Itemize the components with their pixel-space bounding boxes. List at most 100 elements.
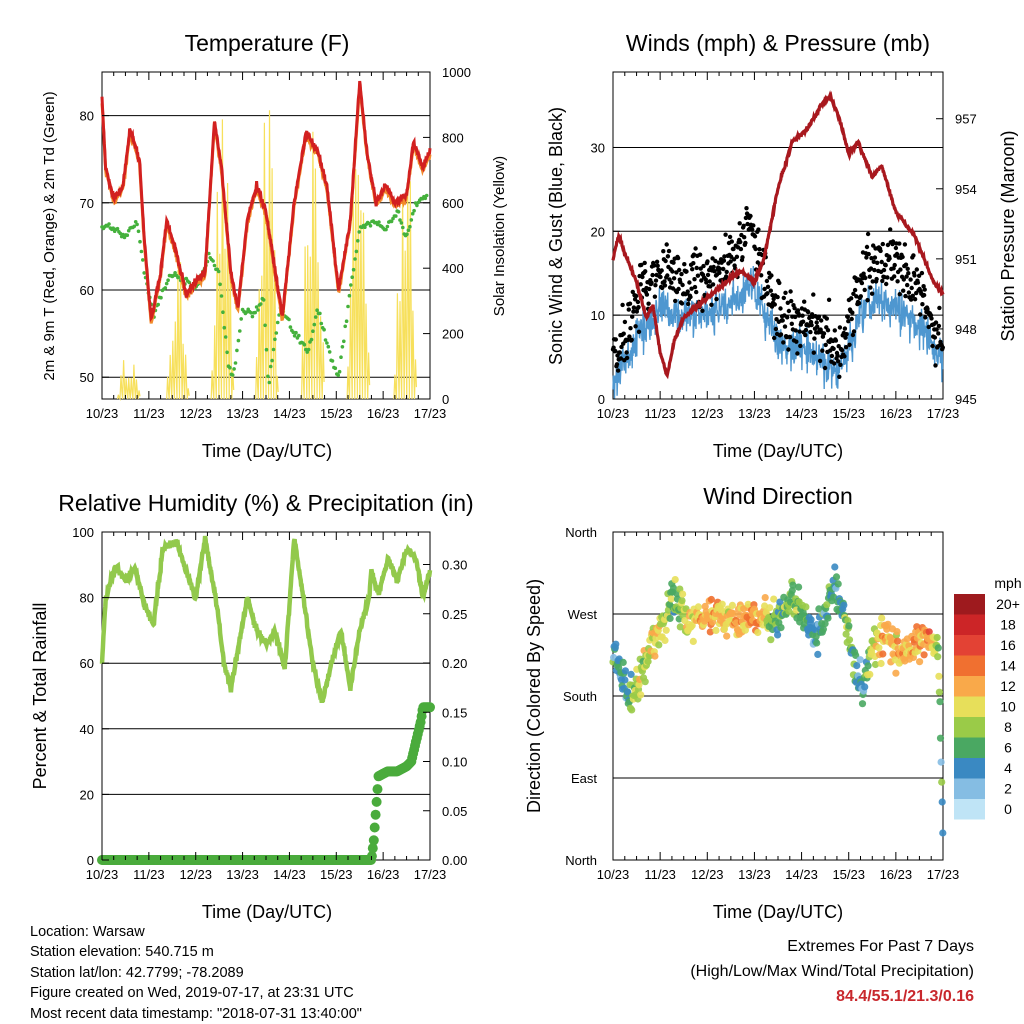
direction-point — [689, 637, 697, 646]
temperature-x-tick-label: 16/23 — [367, 406, 400, 421]
wind-gust-point — [880, 278, 885, 284]
wind-gust-point — [679, 301, 685, 306]
dewpoint-point — [141, 258, 145, 262]
wind-gust-point — [856, 301, 862, 306]
humidity-y-label: Percent & Total Rainfall — [30, 603, 50, 790]
extremes-title: Extremes For Past 7 Days — [787, 938, 974, 955]
legend-label: 18 — [1000, 617, 1016, 633]
dewpoint-point — [212, 263, 217, 268]
dewpoint-point — [218, 282, 222, 287]
direction-point — [624, 688, 632, 696]
direction-point — [814, 650, 822, 659]
wind-gust-point — [802, 299, 807, 304]
wind-gust-point — [894, 251, 900, 257]
dewpoint-point — [268, 364, 273, 369]
temperature-x-tick-label: 15/23 — [320, 406, 353, 421]
direction-point — [832, 573, 841, 581]
wind-gust-point — [704, 280, 709, 285]
dewpoint-point — [238, 329, 242, 333]
wind-gust-point — [687, 280, 692, 285]
humidity-y-tick-label: 60 — [80, 656, 94, 671]
direction-point — [651, 652, 659, 660]
dewpoint-point — [385, 224, 390, 229]
wind-gust-point — [710, 282, 716, 287]
direction-point — [925, 628, 933, 636]
winds-y2-tick-label: 951 — [955, 252, 977, 267]
extremes-values: 84.4/55.1/21.3/0.16 — [836, 988, 974, 1005]
wind-gust-point — [618, 356, 624, 361]
wind-gust-point — [820, 348, 825, 353]
direction-point — [920, 651, 928, 659]
wind-gust-point — [624, 350, 629, 355]
direction-point — [834, 580, 842, 588]
wind-gust-point — [897, 292, 902, 297]
direction-point — [823, 601, 831, 609]
wind-gust-point — [650, 272, 655, 278]
dewpoint-point — [408, 224, 412, 229]
wind-gust-point — [869, 256, 874, 261]
direction-point — [938, 778, 946, 786]
wind-gust-point — [686, 301, 691, 307]
direction-point — [938, 798, 946, 806]
wind-gust-point — [782, 324, 788, 329]
wind-gust-point — [912, 297, 918, 302]
wind-gust-point — [646, 301, 651, 306]
dewpoint-point — [306, 347, 311, 352]
winds-right-axis: 945 948 951 954 957 — [936, 112, 977, 407]
temperature-2m-line — [100, 80, 432, 323]
station-info: Location: Warsaw Station elevation: 540.… — [30, 922, 362, 1024]
wind-gust-point — [936, 331, 941, 336]
wind-gust-point — [783, 290, 788, 295]
wind-gust-point — [934, 327, 939, 332]
wind-gust-point — [769, 273, 774, 278]
wind-gust-point — [812, 336, 817, 341]
wind-gust-point — [832, 361, 837, 366]
dewpoint-point — [398, 218, 402, 222]
wind-gust-point — [633, 324, 638, 329]
wind-gust-point — [778, 332, 784, 337]
dewpoint-point — [107, 222, 111, 226]
dewpoint-point — [173, 271, 177, 275]
dewpoint-point — [377, 220, 381, 224]
humidity-x-tick-label: 11/23 — [133, 867, 165, 882]
elevation-text: Station elevation: 540.715 m — [30, 944, 214, 961]
direction-point — [866, 670, 874, 679]
wind-gust-point — [885, 275, 890, 280]
wind-gust-point — [905, 266, 910, 271]
wind-gust-point — [892, 262, 897, 268]
direction-x-axis: 10/23 11/23 12/23 13/23 14/23 15/23 16/23 17/23 — [597, 532, 959, 882]
winds-y-label: Sonic Wind & Gust (Blue, Black) — [546, 107, 566, 365]
wind-gust-point — [797, 329, 802, 334]
humidity-x-tick-label: 13/23 — [226, 867, 259, 882]
wind-gust-point — [753, 246, 758, 252]
wind-gust-point — [800, 313, 805, 318]
wind-gust-point — [835, 353, 840, 358]
solar-insolation-line — [393, 177, 417, 400]
direction-point — [935, 688, 944, 696]
direction-point — [655, 641, 663, 649]
temperature-x-axis: 10/23 11/23 12/23 13/23 14/23 15/23 16/23 17/23 — [86, 72, 446, 421]
wind-gust-point — [697, 252, 703, 257]
wind-gust-point — [780, 318, 785, 323]
wind-gust-point — [614, 362, 620, 367]
dewpoint-point — [344, 319, 349, 324]
wind-gust-point — [803, 327, 809, 333]
wind-gust-point — [908, 277, 913, 282]
direction-point — [939, 829, 947, 837]
wind-gust-point — [833, 338, 839, 343]
temperature-left-axis: 50 60 70 80 — [80, 109, 109, 385]
dewpoint-point — [313, 315, 318, 319]
wind-gust-point — [773, 326, 779, 332]
wind-gust-point — [662, 279, 667, 284]
wind-gust-point — [904, 274, 909, 279]
dewpoint-point — [118, 231, 123, 236]
direction-point — [706, 628, 714, 636]
dewpoint-point — [323, 338, 328, 342]
direction-point — [893, 628, 901, 636]
dewpoint-point — [111, 226, 115, 230]
location-text: Location: Warsaw — [30, 924, 145, 940]
wind-gust-point — [765, 291, 770, 296]
dewpoint-point — [412, 208, 416, 213]
direction-series — [609, 563, 947, 837]
wind-gust-point — [613, 348, 618, 354]
